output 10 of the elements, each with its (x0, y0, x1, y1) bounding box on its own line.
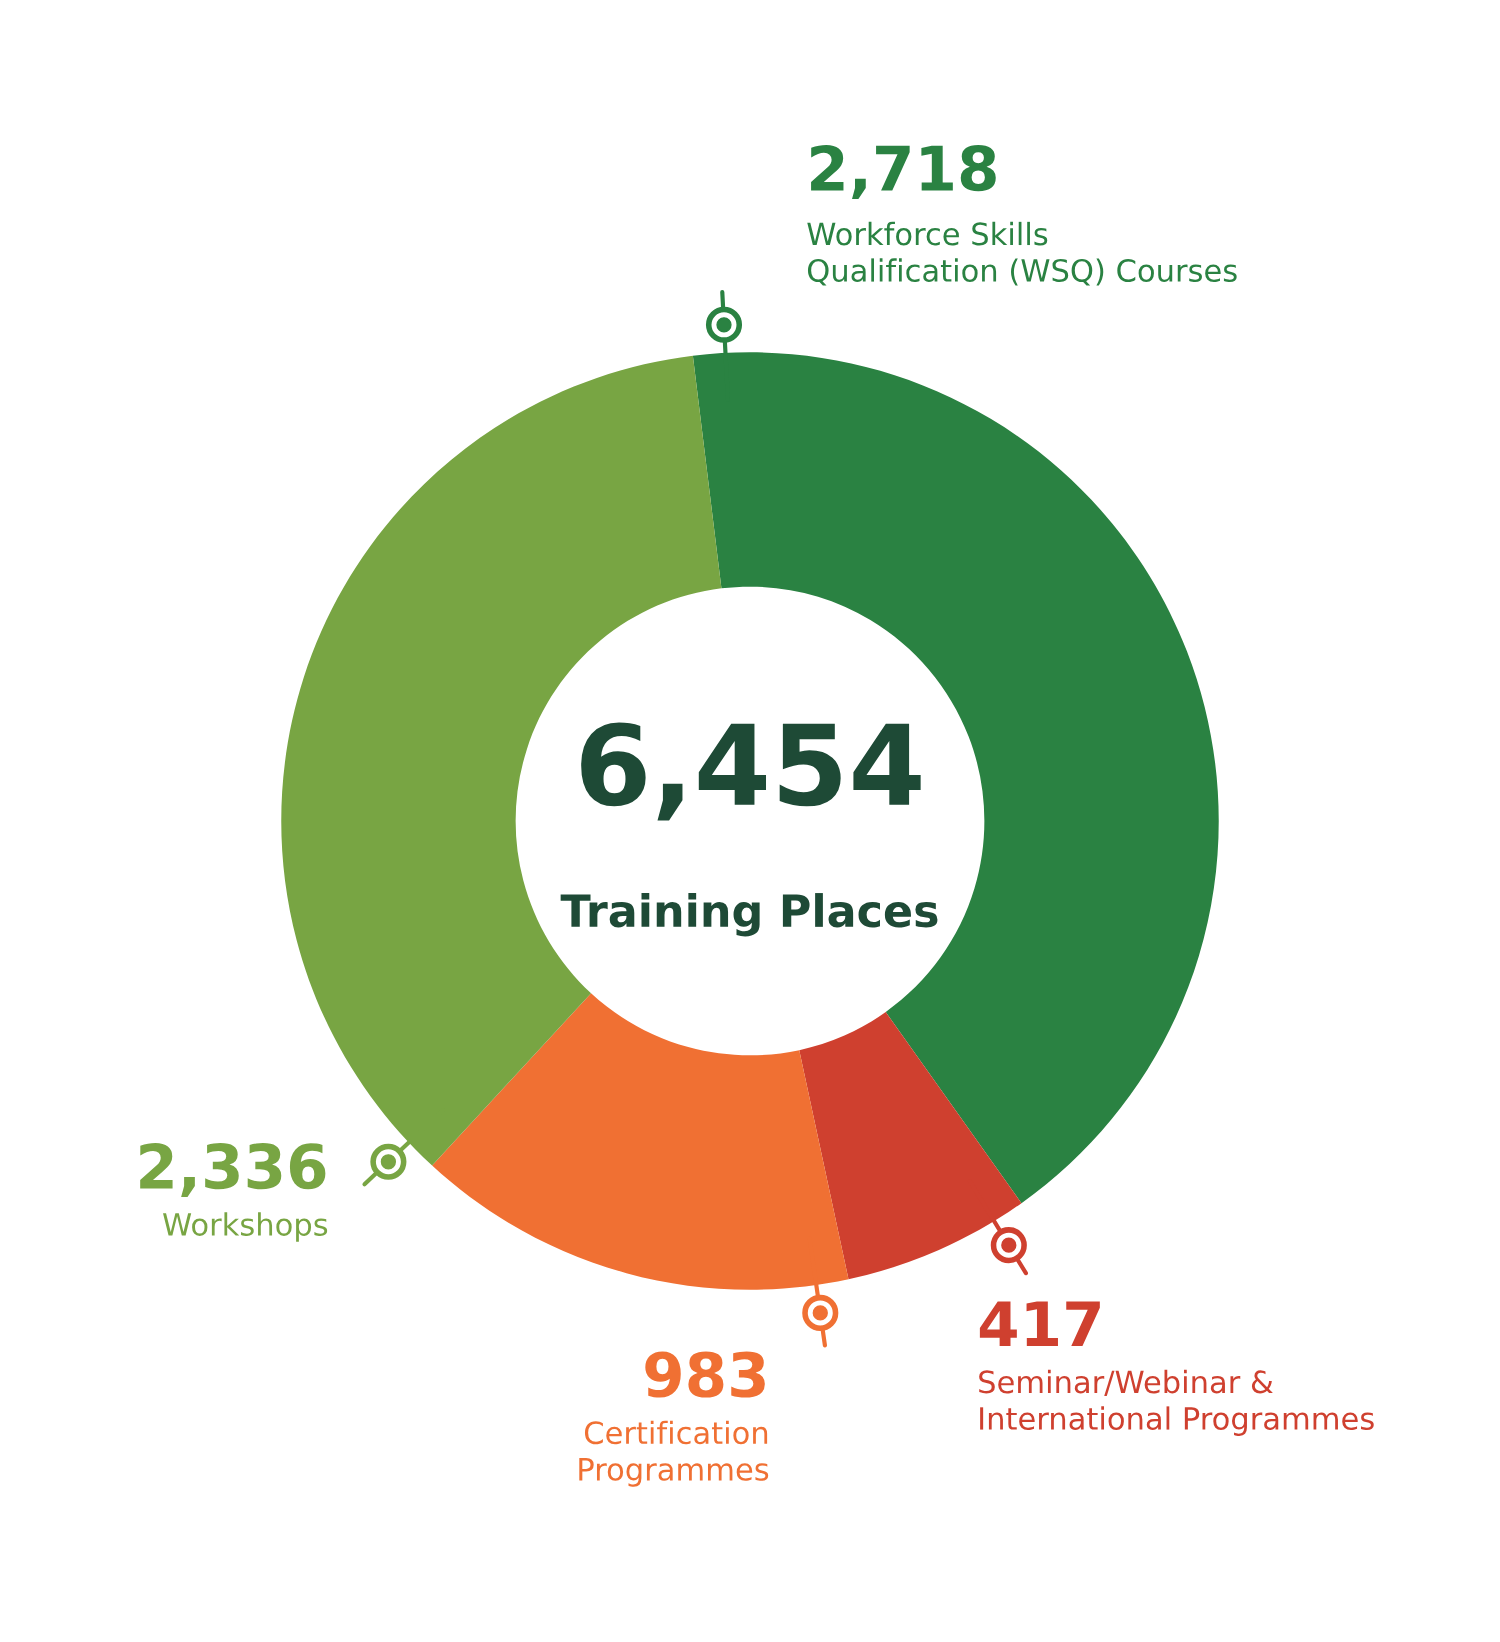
text: Training Places (560, 893, 938, 937)
data-label: 983 (645, 1351, 765, 1398)
slice-label: Workshops (163, 1212, 328, 1242)
slice-label: Seminar/Webinar & International Programmes (979, 1369, 1374, 1436)
data-label: 417 (979, 1301, 1100, 1346)
text: 6,454 (581, 722, 921, 821)
slice-label: Certification Programmes (579, 1420, 769, 1487)
slice-label: Workforce Skills Qualification (WSQ) Courses (807, 221, 1237, 286)
data-label: 2,718 (811, 145, 996, 200)
data-label: 2,336 (140, 1143, 326, 1198)
